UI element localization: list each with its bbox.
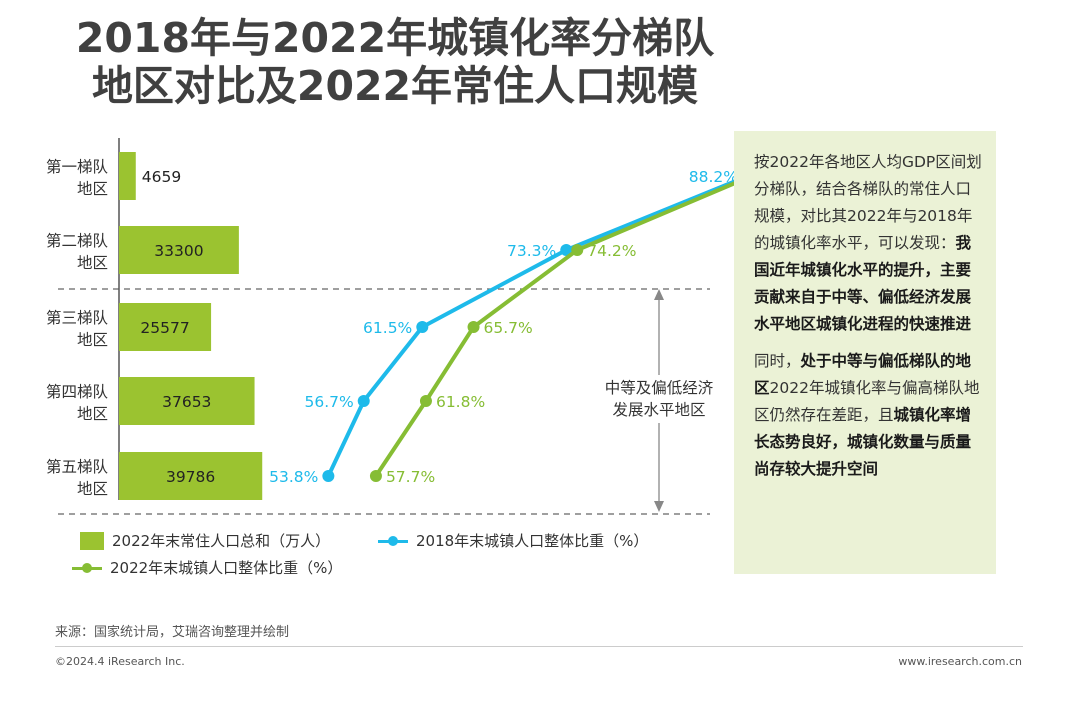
footer-divider [55,646,1023,647]
series-data-label: 73.3% [507,242,556,260]
series-data-label: 56.7% [304,393,353,411]
page-title-line2: 地区对比及2022年常住人口规模 [91,62,699,110]
bar-value-label: 37653 [162,393,211,411]
series-data-label: 74.2% [587,242,636,260]
footer-copyright: ©2024.4 iResearch Inc. [55,655,185,668]
page-title: 2018年与2022年城镇化率分梯队 地区对比及2022年常住人口规模 [0,14,790,110]
bracket-label: 发展水平地区 [612,401,705,419]
series-point [419,395,432,407]
category-label: 第四梯队地区 [46,383,109,423]
bracket-arrow-top [654,289,664,300]
series-point [467,321,480,333]
series-data-label: 88.2% [689,168,738,186]
series-point [322,470,335,482]
series-data-label: 65.7% [484,319,533,337]
insight-paragraph-1: 按2022年各地区人均GDP区间划分梯队，结合各梯队的常住人口规模，对比其202… [754,149,982,338]
bracket-label-bg [590,375,730,423]
bar [119,303,212,351]
category-label: 第五梯队地区 [46,458,109,498]
series-point [369,470,382,482]
insight-1-highlight: 我国近年城镇化水平的提升，主要贡献来自于中等、偏低经济发展水平地区城镇化进程的快… [754,234,972,333]
category-label: 第二梯队地区 [46,232,109,272]
legend-item-2018: 2018年末城镇人口整体比重（%） [378,530,648,551]
bracket-label: 中等及偏低经济 [605,379,714,397]
legend-line-2022-swatch [72,559,102,577]
insight-1-text: 按2022年各地区人均GDP区间划分梯队，结合各梯队的常住人口规模，对比其202… [754,153,982,252]
legend-bar-swatch [80,531,104,550]
series-point [571,244,584,256]
insight-paragraph-2: 同时，处于中等与偏低梯队的地区2022年城镇化率与偏高梯队地区仍然存在差距，且城… [754,348,982,483]
insight-2-text-b: 2022年城镇化率与偏高梯队地区仍然存在差距，且 [754,379,980,424]
legend-label-population: 2022年末常住人口总和（万人） [112,532,331,550]
series-point [357,395,370,407]
bar [119,226,239,274]
legend-label-2022: 2022年末城镇人口整体比重（%） [110,559,343,577]
bar-value-label: 33300 [154,242,203,260]
series-point [416,321,429,333]
insight-2-highlight-b: 城镇化率增长态势良好，城镇化数量与质量尚存较大提升空间 [754,406,972,478]
series-data-label: 53.8% [269,468,318,486]
bar-value-label: 4659 [142,168,181,186]
footer-url: www.iresearch.com.cn [898,655,1022,668]
bar [119,452,263,500]
series-data-label: 61.5% [363,319,412,337]
insight-2-text-a: 同时， [754,352,801,370]
series-data-label: 61.8% [436,393,485,411]
chart-legend: 2022年末常住人口总和（万人） 2018年末城镇人口整体比重（%） 2022年… [72,530,720,585]
bar-value-label: 39786 [166,468,215,486]
series-line-2022 [374,174,753,478]
legend-line-2018-swatch [378,532,408,550]
page-title-line1: 2018年与2022年城镇化率分梯队 [75,14,715,62]
bar-value-label: 25577 [140,319,189,337]
insight-2-highlight-a: 处于中等与偏低梯队的地区 [754,352,972,397]
bar [119,377,255,425]
bar [119,152,136,200]
insight-panel: 按2022年各地区人均GDP区间划分梯队，结合各梯队的常住人口规模，对比其202… [734,131,996,574]
footer-source: 来源：国家统计局，艾瑞咨询整理并绘制 [55,625,290,640]
category-label: 第一梯队地区 [46,158,109,198]
series-point [560,244,573,256]
legend-item-population: 2022年末常住人口总和（万人） [80,530,330,551]
series-data-label: 57.7% [386,468,435,486]
bracket-arrow-bottom [654,501,664,512]
category-label: 第三梯队地区 [46,309,109,349]
legend-label-2018: 2018年末城镇人口整体比重（%） [416,532,649,550]
legend-item-2022: 2022年末城镇人口整体比重（%） [72,557,342,578]
